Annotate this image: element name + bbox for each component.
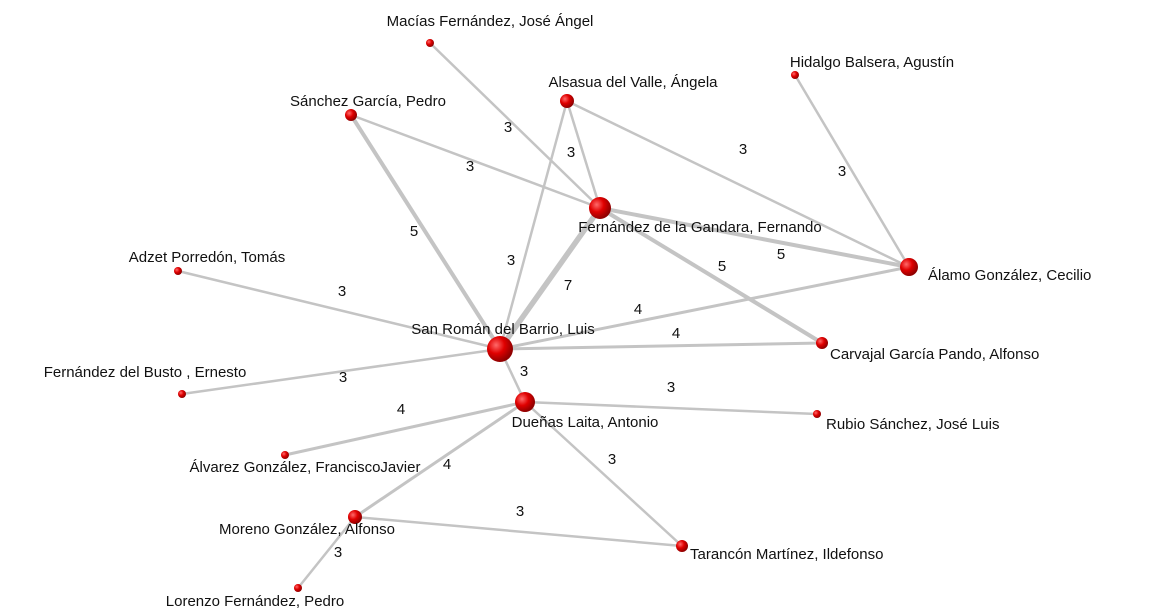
edge (354, 515, 683, 548)
node (174, 267, 182, 275)
edge-label: 3 (507, 252, 515, 269)
node (560, 94, 574, 108)
edge (284, 400, 526, 457)
node (426, 39, 434, 47)
edge (297, 516, 356, 589)
node-label: San Román del Barrio, Luis (411, 321, 594, 338)
node (900, 258, 918, 276)
edge (349, 113, 502, 351)
node-label: Hidalgo Balsera, Agustín (790, 54, 954, 71)
edge-label: 3 (338, 283, 346, 300)
edge (498, 100, 569, 350)
node (345, 109, 357, 121)
node (791, 71, 799, 79)
edge (497, 206, 603, 351)
node-label: Lorenzo Fernández, Pedro (166, 593, 344, 610)
node (816, 337, 828, 349)
node (348, 510, 362, 524)
edge-label: 3 (567, 144, 575, 161)
edge (429, 42, 601, 209)
edge-label: 3 (739, 141, 747, 158)
edge-label: 5 (777, 246, 785, 263)
edge-label: 3 (838, 163, 846, 180)
edge (598, 206, 824, 345)
edge (599, 206, 910, 269)
edge-label: 3 (516, 503, 524, 520)
edge-label: 4 (397, 401, 405, 418)
edge (524, 401, 683, 547)
edge-label: 4 (443, 456, 451, 473)
node-label: Dueñas Laita, Antonio (512, 414, 659, 431)
node-label: Macías Fernández, José Ángel (387, 13, 594, 30)
edge-label: 5 (410, 223, 418, 240)
edge (177, 269, 501, 351)
edge (566, 99, 910, 269)
edge-label: 3 (667, 379, 675, 396)
edge-label: 3 (608, 451, 616, 468)
node (487, 336, 513, 362)
node (676, 540, 688, 552)
edge-label: 3 (334, 544, 342, 561)
node-label: Álamo González, Cecilio (928, 267, 1091, 284)
node-label: Sánchez García, Pedro (290, 93, 446, 110)
edge-label: 3 (466, 158, 474, 175)
edge (499, 265, 910, 351)
node (281, 451, 289, 459)
edge-label: 4 (634, 301, 642, 318)
node-label: Tarancón Martínez, Ildefonso (690, 546, 883, 563)
node (515, 392, 535, 412)
node-label: Moreno González, Alfonso (219, 521, 395, 538)
edge (499, 341, 823, 351)
node-label: Adzet Porredón, Tomás (129, 249, 285, 266)
node-label: Álvarez González, FranciscoJavier (190, 459, 421, 476)
edge (793, 74, 911, 268)
edge-label: 3 (520, 363, 528, 380)
edge-label: 4 (672, 325, 680, 342)
edge-label: 7 (564, 277, 572, 294)
edge-label: 3 (504, 119, 512, 136)
node-label: Fernández del Busto , Ernesto (44, 364, 247, 381)
node (294, 584, 302, 592)
edges (177, 42, 911, 589)
node (178, 390, 186, 398)
node (813, 410, 821, 418)
edge (354, 400, 526, 519)
edge (181, 347, 501, 396)
edge-label: 3 (339, 369, 347, 386)
edge (524, 400, 818, 416)
nodes (174, 39, 918, 592)
labels: 3 3 3 3 3 5 3 5 5 7 4 4 3 3 3 3 4 4 3 3 3 Macías Fernández, J… (44, 13, 1092, 610)
edge (350, 113, 601, 210)
node-label: Rubio Sánchez, José Luis (826, 416, 999, 433)
node-label: Alsasua del Valle, Ángela (549, 74, 719, 91)
edge (565, 100, 602, 209)
edge-label: 5 (718, 258, 726, 275)
node-label: Fernández de la Gandara, Fernando (578, 219, 822, 236)
node (589, 197, 611, 219)
node-label: Carvajal García Pando, Alfonso (830, 346, 1039, 363)
